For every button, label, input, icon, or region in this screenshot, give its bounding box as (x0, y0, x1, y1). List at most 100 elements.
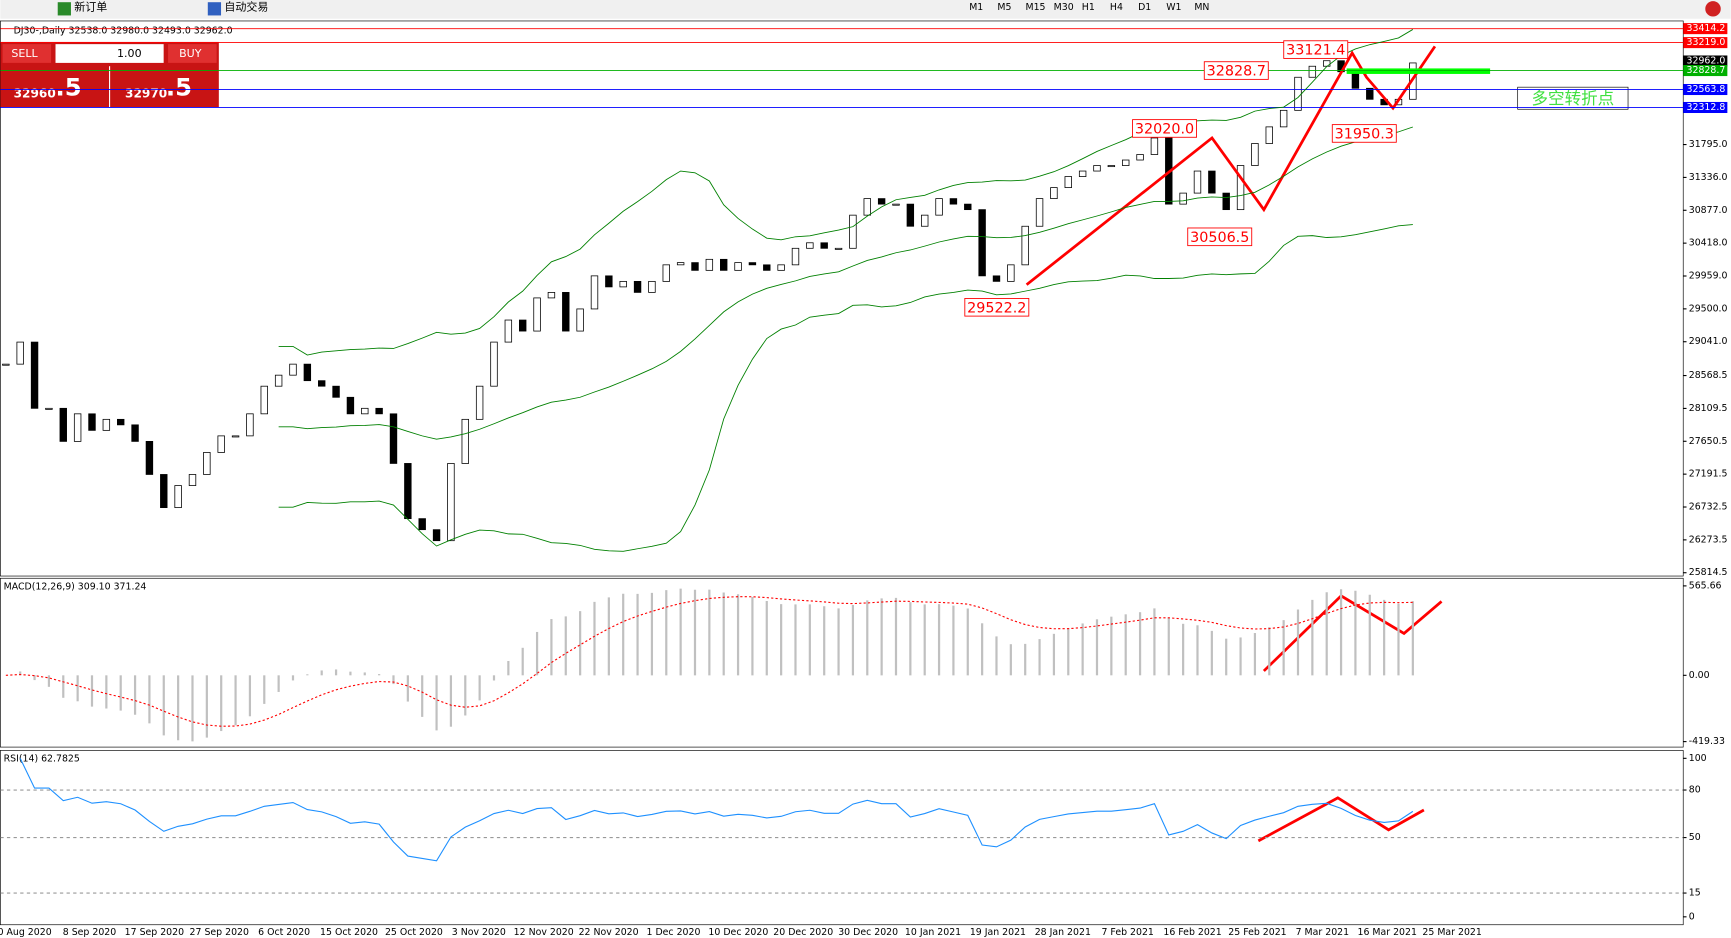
buy-label[interactable]: BUY (179, 47, 202, 60)
annotation-label: 32020.0 (1135, 122, 1194, 138)
y-tick-label: -419.33 (1689, 736, 1725, 747)
timeframe-button[interactable]: MN (1194, 2, 1209, 13)
price-level-tag (1683, 101, 1728, 114)
x-tick-label: 20 Dec 2020 (773, 927, 833, 938)
timeframe-button[interactable]: M15 (1026, 2, 1046, 13)
candle (260, 385, 268, 415)
candle (791, 247, 800, 266)
y-tick-label: 15 (1689, 888, 1701, 899)
new-order[interactable]: 新订单 (74, 0, 107, 14)
lot[interactable]: 1.00 (117, 47, 142, 60)
rsi-title: RSI(14) 62.7825 (4, 754, 80, 765)
candle (2, 363, 10, 366)
price-level-label: 32563.8 (1687, 84, 1726, 95)
x-tick-label: 7 Feb 2021 (1102, 927, 1154, 938)
candle (145, 441, 154, 475)
chart-title: DJ30-,Daily 32538.0 32980.0 32493.0 3296… (14, 25, 233, 36)
y-tick-label: 31795.0 (1689, 139, 1728, 150)
candle (1007, 264, 1015, 282)
candle (1179, 192, 1187, 205)
candle (475, 385, 484, 420)
auto-trading-icon[interactable] (207, 2, 222, 16)
timeframe-button[interactable]: H1 (1082, 2, 1095, 13)
candle (461, 418, 469, 464)
candle (1150, 137, 1159, 155)
annotation-label: 29522.2 (967, 300, 1026, 316)
buy-pip[interactable]: .5 (166, 72, 192, 101)
price-level-label: 32312.8 (1687, 102, 1726, 113)
sell-label[interactable]: SELL (11, 47, 38, 60)
y-tick-label: 565.66 (1689, 580, 1722, 591)
candle (648, 280, 656, 293)
bollinger-band (278, 29, 1414, 356)
candle (633, 280, 642, 293)
price-level-label: 33414.2 (1687, 23, 1726, 34)
y-tick-label: 29500.0 (1689, 303, 1728, 314)
y-tick-label: 28109.5 (1689, 403, 1728, 414)
pivot-note: 多空转折点 (1531, 89, 1614, 108)
candle (590, 275, 599, 310)
trade-panel: SELL 1.00 BUY 32960 .5 32970 .5 (0, 41, 219, 108)
x-tick-label: 16 Feb 2021 (1163, 927, 1221, 938)
lot-input[interactable] (55, 44, 164, 63)
annotation-box (1203, 61, 1269, 80)
y-tick-label: 50 (1689, 832, 1701, 843)
auto-trading[interactable]: 自动交易 (224, 0, 268, 14)
y-tick-label: 28568.5 (1689, 370, 1728, 381)
annotation-label: 33121.4 (1286, 43, 1345, 59)
y-tick-label: 100 (1689, 753, 1707, 764)
candle (662, 264, 670, 282)
candle (30, 341, 39, 409)
timeframe-button[interactable]: M30 (1054, 2, 1074, 13)
new-order-icon[interactable] (57, 2, 71, 16)
candle (547, 292, 556, 299)
candle (59, 407, 67, 442)
candle (877, 198, 886, 205)
x-tick-label: 6 Oct 2020 (258, 927, 310, 938)
candle (1251, 143, 1259, 166)
candle (45, 407, 53, 410)
sell-button[interactable] (2, 44, 52, 63)
x-tick-label: 16 Mar 2021 (1358, 927, 1417, 938)
sell-pip[interactable]: .5 (56, 72, 82, 101)
candle (1279, 109, 1288, 128)
candle (418, 518, 426, 531)
annotation-label: 32828.7 (1207, 64, 1266, 80)
sell-price[interactable]: 32960 (14, 86, 56, 100)
candle (1294, 76, 1302, 111)
y-tick-label: 29959.0 (1689, 271, 1728, 282)
y-tick-label: 25814.5 (1689, 567, 1728, 578)
toolbar (0, 0, 1731, 19)
candle (1323, 60, 1331, 67)
alert-icon[interactable] (1705, 1, 1721, 17)
price-level-tag (1683, 37, 1728, 49)
timeframe-button[interactable]: M5 (997, 2, 1011, 13)
candle (131, 424, 139, 442)
timeframe-button[interactable]: H4 (1110, 2, 1123, 13)
candle (806, 242, 814, 249)
y-tick-label: 80 (1689, 785, 1701, 796)
candle (1222, 192, 1230, 211)
timeframe-button[interactable]: M1 (969, 2, 983, 13)
timeframe-button[interactable]: W1 (1166, 2, 1181, 13)
x-tick-label: 3 Nov 2020 (452, 927, 506, 938)
candle (691, 262, 699, 271)
buy-button[interactable] (168, 44, 217, 63)
price-level-label: 32962.0 (1687, 56, 1726, 67)
candle (619, 280, 627, 288)
timeframe-button[interactable]: D1 (1138, 2, 1151, 13)
candle (676, 262, 685, 266)
bollinger-band (278, 224, 1413, 552)
macd-panel (0, 577, 1684, 748)
candle (404, 463, 412, 520)
main-panel (0, 20, 1684, 577)
x-tick-label: 30 Dec 2020 (838, 927, 898, 938)
x-tick-label: 15 Oct 2020 (320, 927, 378, 938)
candle (1136, 154, 1144, 161)
annotation-label: 30506.5 (1190, 230, 1249, 246)
candle (246, 413, 254, 437)
buy-price[interactable]: 32970 (125, 86, 167, 100)
pivot-zone (1346, 68, 1491, 74)
candle (318, 380, 326, 387)
